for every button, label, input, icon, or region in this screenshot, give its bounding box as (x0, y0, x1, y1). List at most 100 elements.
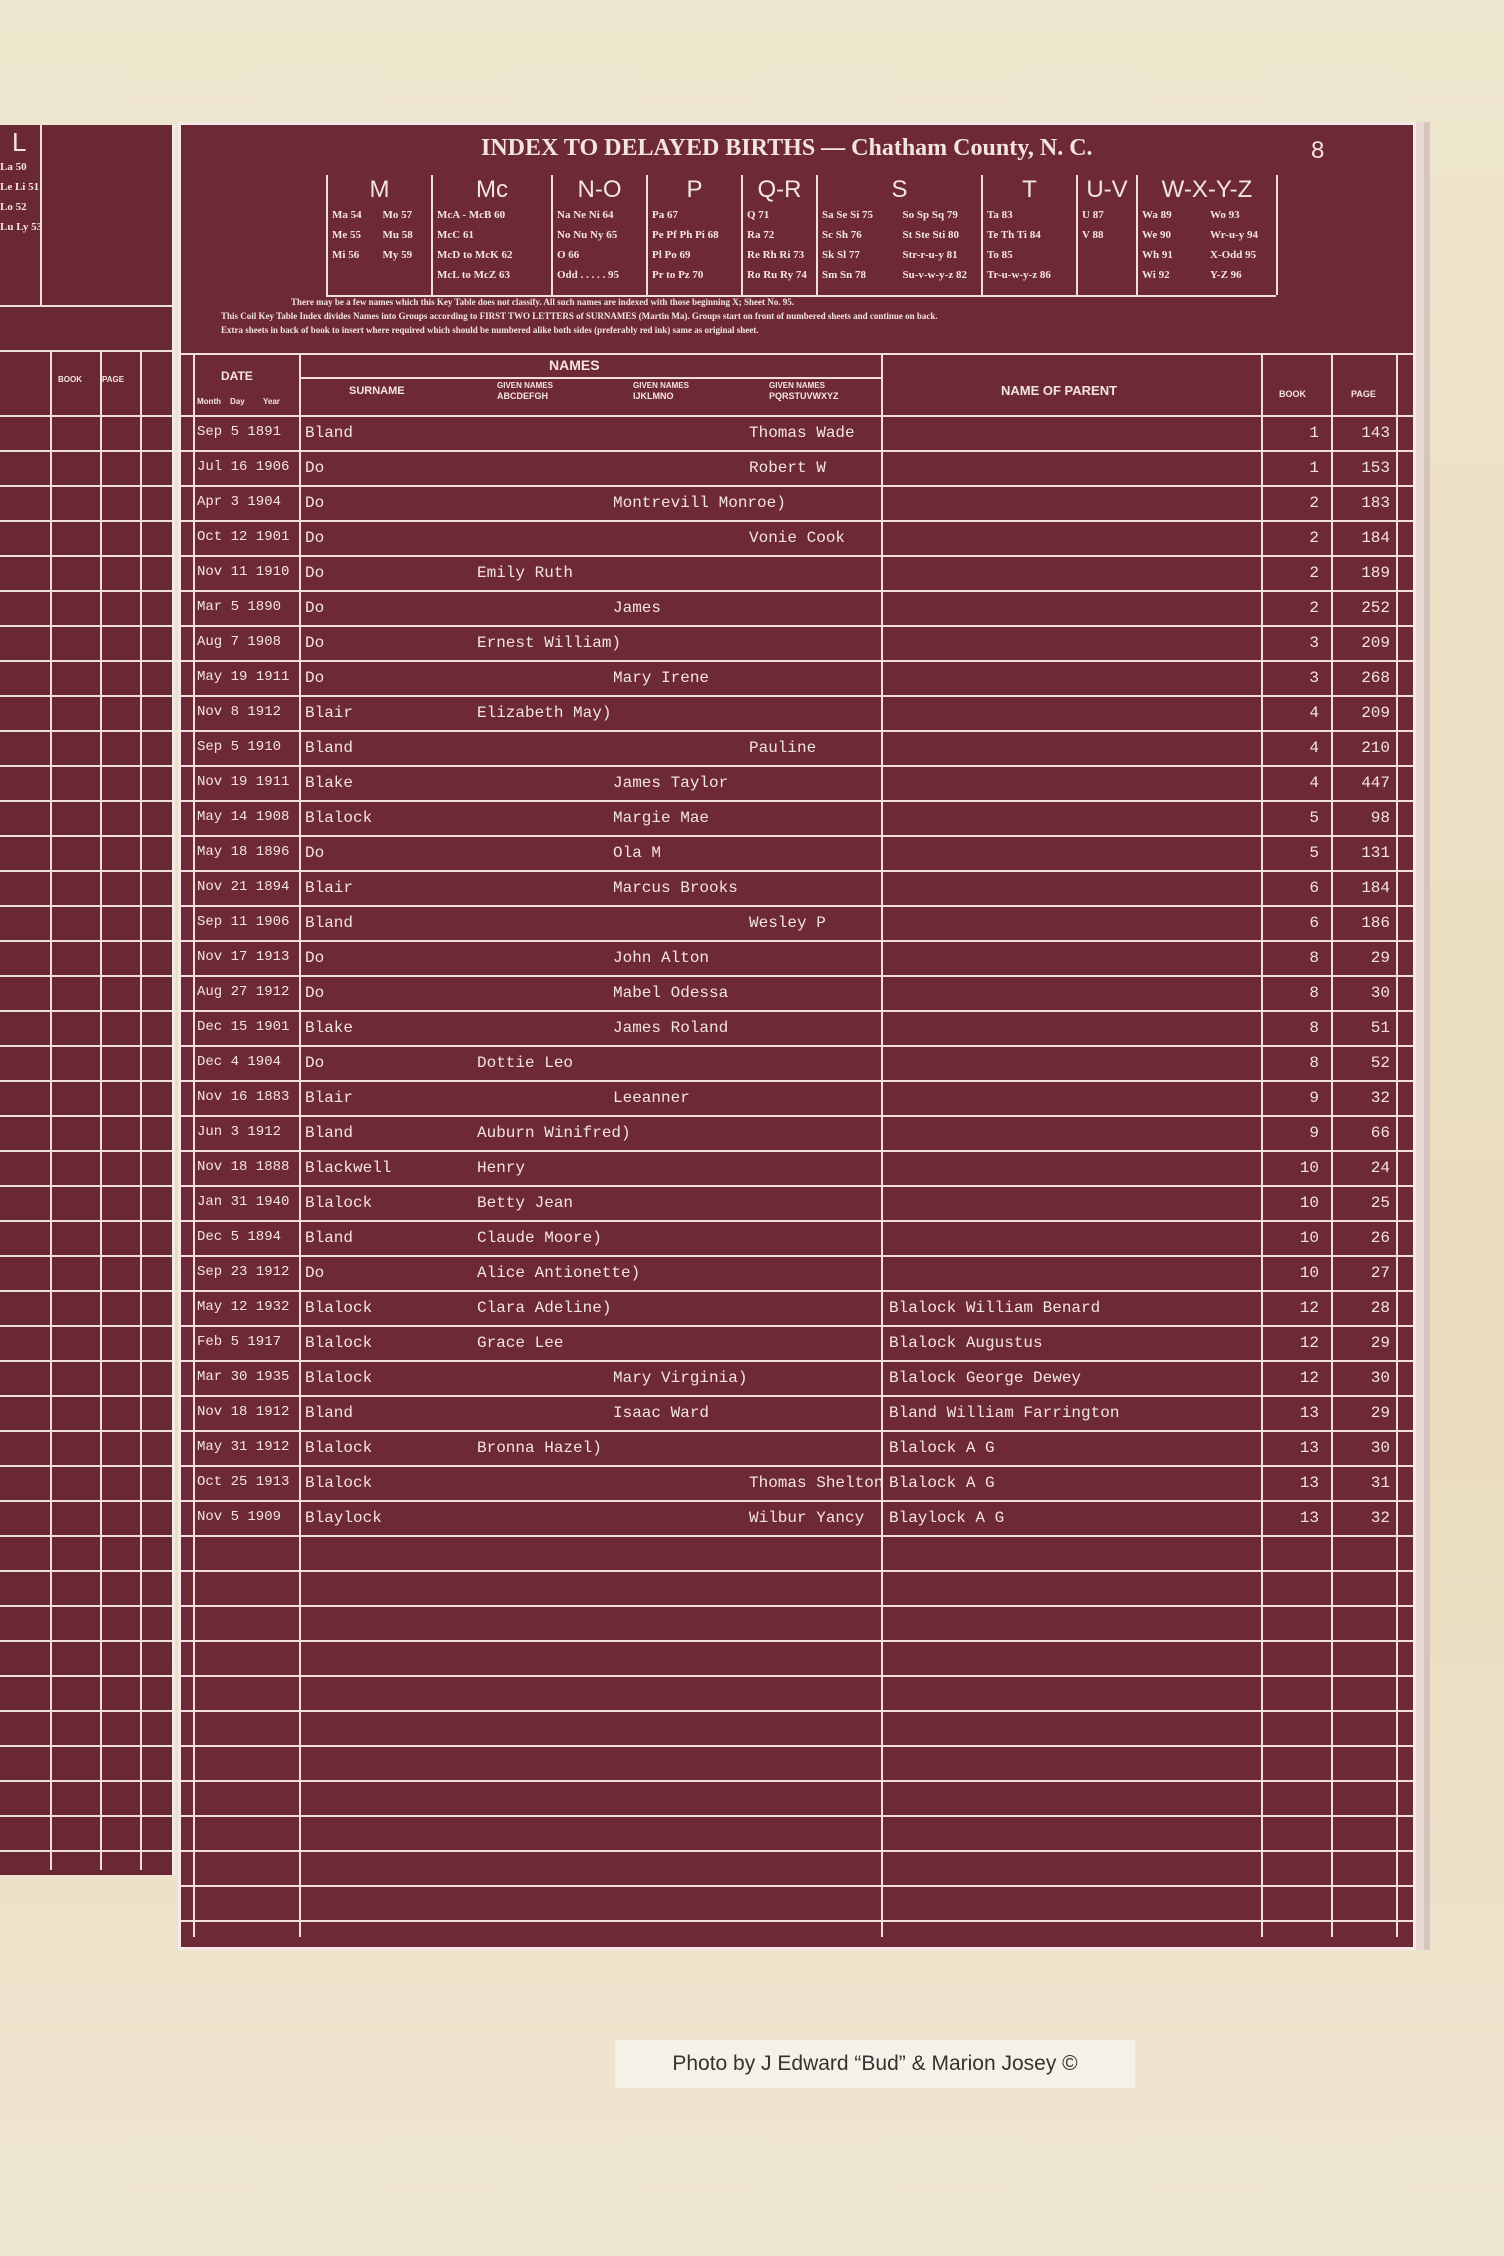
surname: Bland (305, 739, 354, 757)
surname: Bland (305, 1124, 354, 1142)
column-header: IJKLMNO (633, 391, 674, 401)
rule (181, 1885, 1413, 1887)
key-group-heading: Mc (476, 176, 508, 203)
column-header: Year (263, 397, 280, 406)
key-entry: Wo 93 (1210, 209, 1240, 221)
parent-name: Blalock Augustus (889, 1334, 1043, 1352)
given-name: Thomas Wade (749, 424, 855, 442)
book: 8 (1309, 1054, 1319, 1072)
rule (0, 1745, 172, 1747)
key-entry: Wr-u-y 94 (1210, 229, 1258, 241)
date: Sep 23 1912 (197, 1264, 290, 1280)
rule (0, 695, 172, 697)
column-header: PAGE (1351, 389, 1376, 399)
key-group-heading: L (12, 127, 27, 157)
rule (181, 1780, 1413, 1782)
rule (0, 835, 172, 837)
rule (181, 1255, 1413, 1257)
date: Oct 12 1901 (197, 529, 290, 545)
key-group-entries: McA - McB 60 McC 61 McD to McK 62 McL to Mc… (437, 205, 547, 285)
rule (0, 555, 172, 557)
column-header: SURNAME (349, 385, 405, 397)
page-ref: 209 (1361, 634, 1390, 652)
parent-name: Blalock A G (889, 1474, 995, 1492)
key-entry: Pr to Pz 70 (652, 269, 704, 281)
given-name: Dottie Leo (477, 1054, 574, 1072)
rule (181, 835, 1413, 837)
key-entry: Sm Sn 78 (822, 269, 867, 281)
surname: Blackwell (305, 1159, 392, 1177)
rule (181, 1115, 1413, 1117)
key-entry: Sc Sh 76 (822, 229, 862, 241)
column-header: GIVEN NAMES (769, 381, 826, 390)
page-ref: 30 (1370, 1439, 1390, 1457)
date: Nov 11 1910 (197, 564, 290, 580)
page-ref: 209 (1361, 704, 1390, 722)
book: 8 (1309, 984, 1319, 1002)
date: May 31 1912 (197, 1439, 290, 1455)
rule (0, 1325, 172, 1327)
page-title: INDEX TO DELAYED BIRTHS — Chatham County… (481, 135, 1093, 161)
key-entry: Mu 58 (382, 229, 413, 241)
key-group-heading: Q-R (757, 176, 802, 203)
rule (0, 1185, 172, 1187)
column-header: PAGE (102, 375, 125, 384)
given-name: James Roland (613, 1019, 729, 1037)
page-ref: 51 (1370, 1019, 1390, 1037)
key-group-heading: M (369, 176, 390, 203)
page-ref: 32 (1370, 1089, 1390, 1107)
rule (0, 975, 172, 977)
page-ref: 447 (1361, 774, 1390, 792)
book: 13 (1299, 1474, 1319, 1492)
rule (1331, 353, 1333, 1937)
given-name: Bronna Hazel) (477, 1439, 602, 1457)
rule (181, 1465, 1413, 1467)
given-name: Montrevill Monroe) (613, 494, 786, 512)
book: 4 (1309, 704, 1319, 722)
book: 10 (1299, 1229, 1319, 1247)
surname: Blalock (305, 1369, 373, 1387)
page-ref: 210 (1361, 739, 1390, 757)
key-group: N-O Na Ne Ni 64 No Nu Ny 65 O 66 Odd . . . .… (551, 175, 646, 295)
surname: Blalock (305, 809, 373, 827)
key-entry: Y-Z 96 (1210, 269, 1242, 281)
key-entry: V 88 (1082, 229, 1104, 241)
column-header: Month (197, 397, 221, 406)
rule (100, 350, 102, 1870)
rule (0, 940, 172, 942)
rule (193, 353, 195, 1937)
key-entry: Ma 54 (332, 209, 362, 221)
given-name: Grace Lee (477, 1334, 564, 1352)
book: 8 (1309, 949, 1319, 967)
book: 4 (1309, 774, 1319, 792)
given-name: Wesley P (749, 914, 826, 932)
rule (0, 905, 172, 907)
book: 13 (1299, 1404, 1319, 1422)
surname: Blalock (305, 1194, 373, 1212)
parent-name: Blalock George Dewey (889, 1369, 1082, 1387)
surname: Do (305, 564, 325, 582)
book: 5 (1309, 809, 1319, 827)
rule (0, 1640, 172, 1642)
rule (140, 350, 142, 1870)
given-name: John Alton (613, 949, 710, 967)
page-ref: 98 (1370, 809, 1390, 827)
key-group-entries: Ma 54 Me 55 Mi 56 Mo 57 Mu 58 My 59 (332, 205, 427, 265)
column-header: NAME OF PARENT (1001, 383, 1118, 398)
column-header: GIVEN NAMES (497, 381, 554, 390)
key-entry: Pe Pf Ph Pi 68 (652, 229, 719, 241)
date: Dec 5 1894 (197, 1229, 282, 1245)
given-name: Ernest William) (477, 634, 622, 652)
date: Dec 4 1904 (197, 1054, 282, 1070)
date: Jan 31 1940 (197, 1194, 290, 1210)
book: 5 (1309, 844, 1319, 862)
key-group: Mc McA - McB 60 McC 61 McD to McK 62 McL to … (431, 175, 551, 295)
key-entry: Na Ne Ni 64 (557, 209, 614, 221)
given-name: James Taylor (613, 774, 729, 792)
key-entry: St Ste Sti 80 (902, 229, 960, 241)
key-entry: We 90 (1142, 229, 1172, 241)
page-ref: 52 (1370, 1054, 1390, 1072)
rule (181, 1500, 1413, 1502)
page-ref: 183 (1361, 494, 1390, 512)
